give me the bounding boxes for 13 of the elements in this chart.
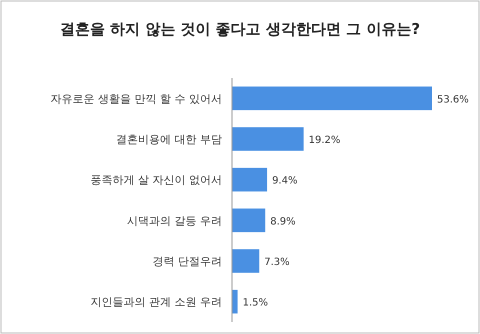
y-tick-label: 경력 단절우려: [152, 255, 222, 268]
data-label: 9.4%: [272, 176, 298, 187]
data-label: 19.2%: [308, 135, 340, 146]
data-label: 7.3%: [264, 257, 290, 268]
y-tick-label: 자유로운 생활을 만끽 할 수 있어서: [50, 92, 222, 106]
data-label: 1.5%: [242, 298, 268, 309]
data-label: 8.9%: [270, 216, 296, 228]
y-tick-label: 지인들과의 관계 소원 우려: [90, 296, 222, 309]
y-tick-label: 풍족하게 살 자신이 없어서: [90, 174, 222, 187]
data-label: 53.6%: [437, 94, 469, 106]
y-tick-label: 시댁과의 갈등 우려: [127, 214, 222, 228]
chart-title: 결혼을 하지 않는 것이 좋다고 생각한다면 그 이유는?: [60, 20, 420, 38]
y-tick-label: 결혼비용에 대한 부담: [116, 133, 222, 146]
